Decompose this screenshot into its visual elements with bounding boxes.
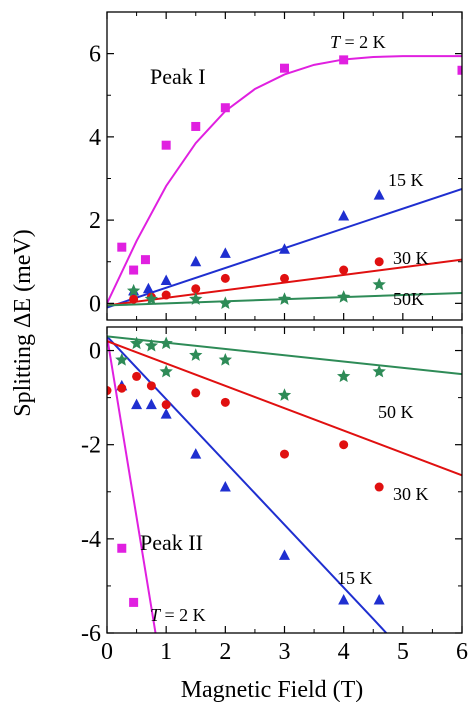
data-point-15k [131, 398, 143, 410]
series-label: 50 K [378, 402, 414, 422]
data-point-15k [279, 243, 290, 254]
data-point-t2k [220, 103, 230, 113]
data-point-30k [107, 386, 112, 396]
data-point-50k [372, 364, 386, 378]
data-point-15k [279, 549, 290, 560]
y-tick-label: -2 [81, 433, 101, 459]
data-point-t2k [161, 140, 171, 150]
data-point-15k [338, 209, 350, 221]
data-point-50k [159, 336, 173, 350]
series-label: 50K [393, 289, 424, 309]
data-point-30k [129, 294, 139, 304]
data-point-50k [159, 364, 173, 378]
data-point-t2k [339, 55, 349, 65]
data-point-30k [280, 449, 289, 459]
data-point-t2k [129, 597, 139, 607]
y-tick-label: -4 [81, 527, 101, 553]
fit-line-t2k [107, 336, 157, 633]
y-axis-label: Splitting ΔE (meV) [10, 229, 36, 416]
panel-annotation: Peak I [150, 64, 206, 89]
data-point-50k [189, 348, 203, 361]
data-point-30k [374, 482, 384, 492]
fit-line-30k [107, 340, 462, 477]
series-label: 15 K [388, 170, 424, 190]
data-point-15k [160, 274, 172, 285]
data-point-t2k [117, 242, 127, 252]
data-point-50k [277, 388, 292, 401]
panel-annotation: Peak II [140, 530, 203, 555]
y-tick-label: 0 [89, 339, 101, 365]
data-point-50k [337, 369, 351, 383]
fit-line-15k [107, 335, 388, 633]
data-point-50k [372, 277, 386, 291]
x-tick-label: 2 [219, 639, 231, 665]
data-point-15k [145, 398, 157, 410]
x-tick-label: 4 [338, 639, 350, 665]
data-point-t2k [457, 65, 462, 75]
data-point-30k [280, 273, 289, 283]
y-tick-label: 4 [89, 125, 101, 151]
data-point-15k [190, 448, 202, 459]
data-point-15k [373, 189, 385, 200]
fit-line-50k [107, 335, 462, 376]
data-point-50k [115, 352, 129, 366]
data-point-t2k [280, 63, 289, 73]
data-point-15k [160, 408, 172, 419]
y-tick-label: 2 [89, 208, 101, 234]
data-point-15k [190, 255, 202, 267]
x-tick-label: 5 [397, 639, 409, 665]
data-point-50k [337, 290, 351, 303]
data-point-t2k [129, 265, 139, 275]
plot-frame [106, 11, 463, 321]
data-point-30k [191, 388, 201, 398]
y-tick-label: -6 [81, 621, 101, 647]
fit-line-t2k [107, 55, 462, 304]
x-axis-label: Magnetic Field (T) [181, 677, 364, 702]
x-tick-label: 0 [101, 639, 113, 665]
series-label: 15 K [337, 568, 373, 588]
data-point-30k [374, 257, 384, 267]
panel-peak-i: 0 2 4 6 T = 2 K 15 K 30 K 50K Peak I [89, 11, 463, 321]
data-point-30k [339, 265, 349, 275]
data-point-30k [191, 284, 201, 294]
data-point-t2k [140, 255, 150, 265]
data-point-50k [126, 283, 141, 297]
plot-frame [106, 326, 463, 634]
panel-peak-ii: 0 1 2 3 4 5 6 0 -2 -4 -6 T = 2 K 15 K 30 K 50 K Peak II [81, 326, 468, 665]
data-point-50k [144, 338, 159, 352]
data-point-30k [146, 381, 156, 391]
data-point-50k [277, 292, 292, 305]
data-point-30k [161, 290, 171, 300]
data-point-50k [189, 292, 203, 305]
data-point-15k [373, 594, 385, 605]
data-point-30k [117, 383, 127, 393]
data-point-50k [218, 296, 232, 310]
data-point-t2k [191, 121, 201, 131]
y-tick-label: 0 [89, 291, 101, 317]
series-label: T = 2 K [330, 32, 386, 52]
series-label: 30 K [393, 248, 429, 268]
x-tick-label: 1 [160, 639, 172, 665]
data-point-15k [142, 282, 154, 294]
data-point-30k [161, 400, 171, 410]
series-label: 30 K [393, 484, 429, 504]
data-point-30k [220, 397, 230, 407]
y-tick-label: 6 [89, 42, 101, 68]
data-point-30k [132, 371, 142, 381]
x-tick-label: 6 [456, 639, 468, 665]
data-point-30k [339, 440, 349, 450]
data-point-50k [218, 352, 232, 366]
data-point-15k [219, 481, 231, 492]
data-point-15k [338, 594, 350, 605]
x-tick-label: 3 [279, 639, 291, 665]
data-point-15k [219, 247, 231, 258]
data-point-t2k [117, 543, 127, 553]
series-label: T = 2 K [150, 605, 206, 625]
data-point-30k [220, 273, 230, 283]
data-point-50k [129, 336, 144, 350]
data-point-50k [144, 292, 159, 305]
